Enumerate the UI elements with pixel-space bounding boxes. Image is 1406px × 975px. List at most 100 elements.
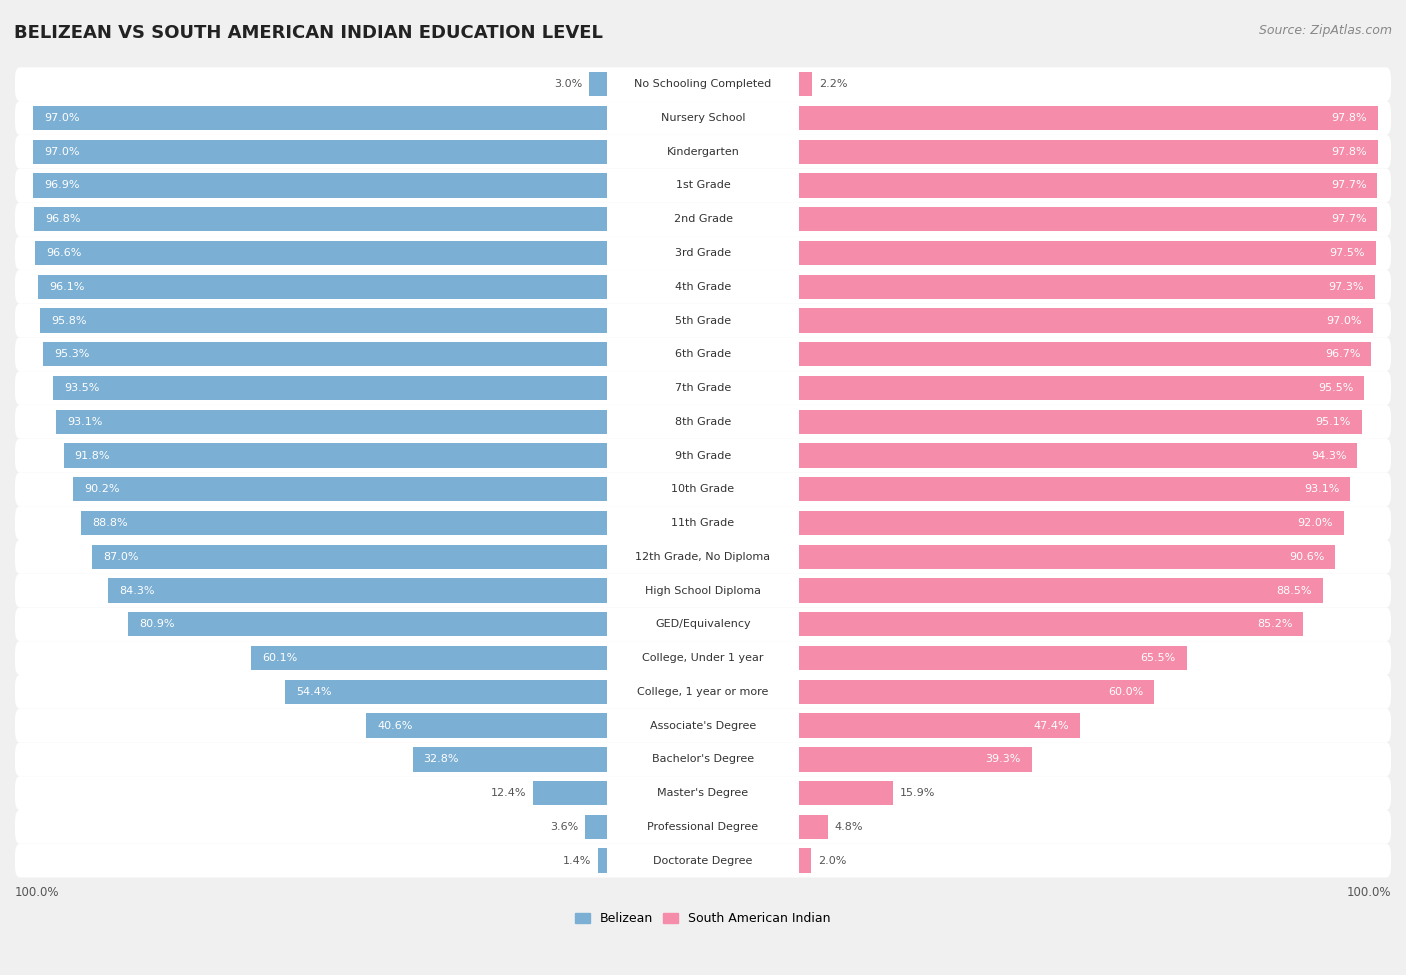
Text: 8th Grade: 8th Grade — [675, 416, 731, 427]
Text: Bachelor's Degree: Bachelor's Degree — [652, 755, 754, 764]
FancyBboxPatch shape — [15, 169, 1391, 203]
Text: 9th Grade: 9th Grade — [675, 450, 731, 460]
Text: Doctorate Degree: Doctorate Degree — [654, 856, 752, 866]
Text: 84.3%: 84.3% — [120, 586, 155, 596]
Bar — [32, 106, 606, 130]
Text: 88.5%: 88.5% — [1277, 586, 1312, 596]
FancyBboxPatch shape — [15, 371, 1391, 405]
Text: 90.2%: 90.2% — [84, 485, 120, 494]
Bar — [35, 241, 606, 265]
Bar — [38, 275, 606, 299]
Bar — [108, 578, 606, 603]
Text: BELIZEAN VS SOUTH AMERICAN INDIAN EDUCATION LEVEL: BELIZEAN VS SOUTH AMERICAN INDIAN EDUCAT… — [14, 24, 603, 42]
Text: 97.7%: 97.7% — [1330, 180, 1367, 190]
Text: Kindergarten: Kindergarten — [666, 146, 740, 157]
Text: Professional Degree: Professional Degree — [647, 822, 759, 832]
Bar — [800, 848, 811, 873]
Text: 5th Grade: 5th Grade — [675, 316, 731, 326]
Text: Associate's Degree: Associate's Degree — [650, 721, 756, 730]
Text: 4.8%: 4.8% — [835, 822, 863, 832]
Text: 2.0%: 2.0% — [818, 856, 846, 866]
Text: 95.5%: 95.5% — [1317, 383, 1354, 393]
Bar — [800, 477, 1350, 501]
Text: Nursery School: Nursery School — [661, 113, 745, 123]
FancyBboxPatch shape — [15, 709, 1391, 743]
FancyBboxPatch shape — [15, 135, 1391, 169]
Text: 80.9%: 80.9% — [139, 619, 174, 629]
Bar — [800, 612, 1303, 637]
Text: 94.3%: 94.3% — [1310, 450, 1347, 460]
FancyBboxPatch shape — [15, 843, 1391, 878]
Text: 95.3%: 95.3% — [53, 349, 89, 359]
Text: 97.0%: 97.0% — [1327, 316, 1362, 326]
FancyBboxPatch shape — [15, 607, 1391, 642]
Text: 97.0%: 97.0% — [44, 113, 79, 123]
Text: College, 1 year or more: College, 1 year or more — [637, 686, 769, 697]
Bar — [800, 410, 1362, 434]
FancyBboxPatch shape — [15, 540, 1391, 573]
Text: 12th Grade, No Diploma: 12th Grade, No Diploma — [636, 552, 770, 562]
FancyBboxPatch shape — [15, 203, 1391, 236]
Bar — [599, 848, 606, 873]
Text: 3.0%: 3.0% — [554, 79, 582, 89]
Text: 87.0%: 87.0% — [103, 552, 138, 562]
Bar — [367, 714, 606, 738]
Text: 100.0%: 100.0% — [1347, 886, 1391, 899]
Bar — [533, 781, 606, 805]
Text: 85.2%: 85.2% — [1257, 619, 1292, 629]
Bar — [39, 308, 606, 332]
Text: 96.1%: 96.1% — [49, 282, 84, 292]
Text: 95.8%: 95.8% — [51, 316, 86, 326]
FancyBboxPatch shape — [15, 675, 1391, 709]
Legend: Belizean, South American Indian: Belizean, South American Indian — [575, 913, 831, 925]
Bar — [63, 444, 606, 468]
Text: 7th Grade: 7th Grade — [675, 383, 731, 393]
Text: College, Under 1 year: College, Under 1 year — [643, 653, 763, 663]
Bar — [800, 815, 828, 839]
Text: 3rd Grade: 3rd Grade — [675, 248, 731, 258]
Text: 96.6%: 96.6% — [46, 248, 82, 258]
Text: 12.4%: 12.4% — [491, 788, 526, 799]
Bar — [800, 139, 1378, 164]
Text: 3.6%: 3.6% — [550, 822, 578, 832]
Text: 97.3%: 97.3% — [1329, 282, 1364, 292]
Bar — [800, 680, 1154, 704]
Bar — [800, 714, 1080, 738]
Text: Master's Degree: Master's Degree — [658, 788, 748, 799]
Bar — [252, 645, 606, 670]
Text: Source: ZipAtlas.com: Source: ZipAtlas.com — [1258, 24, 1392, 37]
FancyBboxPatch shape — [15, 439, 1391, 473]
Bar — [800, 444, 1357, 468]
Bar — [34, 207, 606, 231]
Text: 97.8%: 97.8% — [1331, 113, 1367, 123]
FancyBboxPatch shape — [15, 776, 1391, 810]
Text: 96.9%: 96.9% — [45, 180, 80, 190]
Text: 97.0%: 97.0% — [44, 146, 79, 157]
Bar — [56, 410, 606, 434]
Bar — [589, 72, 606, 97]
Bar — [285, 680, 606, 704]
Text: 65.5%: 65.5% — [1140, 653, 1175, 663]
Text: 32.8%: 32.8% — [423, 755, 460, 764]
Text: 93.1%: 93.1% — [67, 416, 103, 427]
Text: 6th Grade: 6th Grade — [675, 349, 731, 359]
Bar — [800, 275, 1375, 299]
Text: 39.3%: 39.3% — [986, 755, 1021, 764]
Text: 88.8%: 88.8% — [93, 518, 128, 528]
Bar — [800, 308, 1374, 332]
Text: 1st Grade: 1st Grade — [676, 180, 730, 190]
Text: 97.5%: 97.5% — [1330, 248, 1365, 258]
Text: 93.1%: 93.1% — [1303, 485, 1339, 494]
Text: 91.8%: 91.8% — [75, 450, 110, 460]
Bar — [800, 241, 1376, 265]
Text: 96.7%: 96.7% — [1324, 349, 1361, 359]
Bar — [800, 545, 1336, 569]
FancyBboxPatch shape — [15, 810, 1391, 843]
Bar — [91, 545, 606, 569]
Text: 54.4%: 54.4% — [295, 686, 332, 697]
Bar — [32, 139, 606, 164]
FancyBboxPatch shape — [15, 270, 1391, 303]
Text: 1.4%: 1.4% — [564, 856, 592, 866]
Text: 2.2%: 2.2% — [820, 79, 848, 89]
Bar — [800, 174, 1378, 198]
